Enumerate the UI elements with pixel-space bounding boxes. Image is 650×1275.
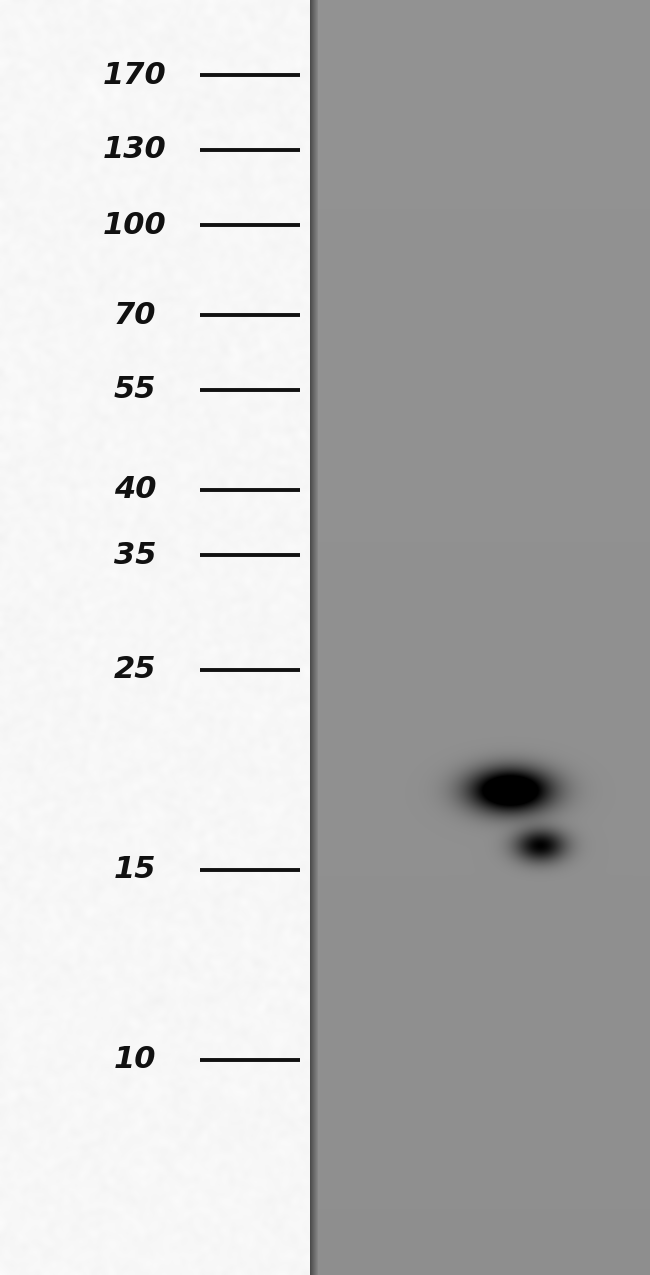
Text: 35: 35 [114, 541, 156, 570]
Text: 25: 25 [114, 655, 156, 685]
Text: 70: 70 [114, 301, 156, 329]
Text: 130: 130 [103, 135, 167, 164]
Text: 15: 15 [114, 856, 156, 885]
Text: 55: 55 [114, 376, 156, 404]
Text: 40: 40 [114, 476, 156, 505]
Text: 10: 10 [114, 1046, 156, 1075]
Text: 100: 100 [103, 210, 167, 240]
Text: 170: 170 [103, 60, 167, 89]
